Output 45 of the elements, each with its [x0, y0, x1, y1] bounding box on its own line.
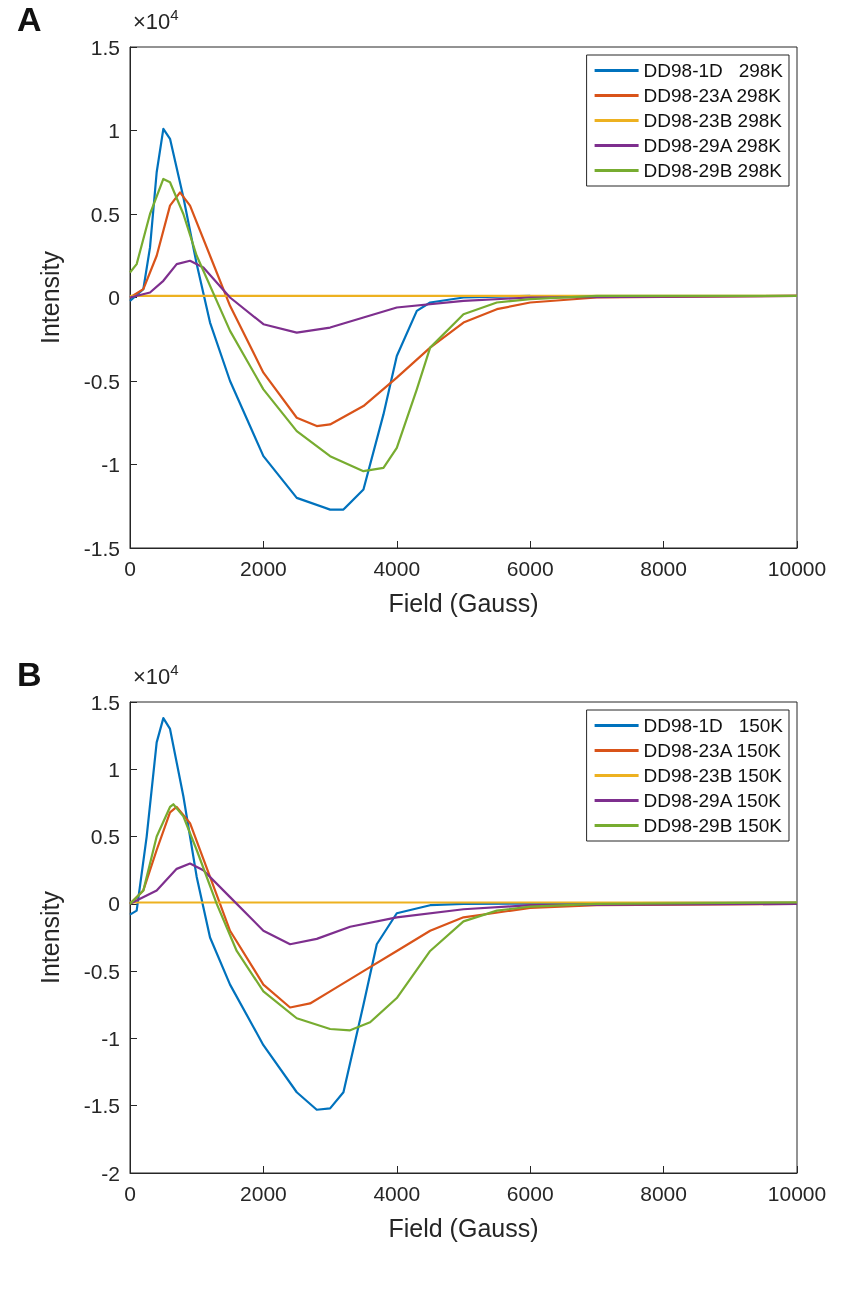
x-tick-label: 10000 [767, 557, 827, 580]
legend-label: DD98-29B 150K [643, 815, 783, 836]
y-tick-label: -1 [101, 453, 120, 476]
y-tick-label: 0.5 [90, 825, 120, 849]
y-tick-label: -0.5 [83, 959, 120, 983]
x-tick-label: 6000 [506, 1182, 554, 1205]
y-tick-label: -2 [101, 1161, 120, 1185]
x-tick-label: 0 [124, 557, 136, 580]
x-axis-title: Field (Gauss) [388, 1213, 539, 1242]
y-tick-label: -1.5 [83, 1094, 120, 1118]
x-tick-label: 0 [124, 1182, 136, 1205]
x-tick-label: 6000 [506, 557, 554, 580]
chart-title: A [17, 0, 42, 38]
y-tick-label: 0 [108, 892, 120, 916]
legend-label: DD98-1D 150K [643, 715, 784, 736]
x-tick-label: 4000 [373, 1182, 421, 1205]
y-tick-label: 1 [108, 757, 120, 781]
y-tick-label: 0 [108, 286, 120, 309]
x-tick-label: 2000 [240, 1182, 287, 1205]
legend-label: DD98-23B 150K [643, 765, 783, 786]
legend-label: DD98-29A 298K [643, 135, 782, 156]
y-tick-label: 0.5 [90, 202, 120, 226]
line-series [128, 862, 799, 946]
chart-title: B [17, 655, 42, 693]
legend-label: DD98-23B 298K [643, 110, 783, 131]
legend-label: DD98-29B 298K [643, 160, 783, 181]
x-tick-label: 2000 [240, 557, 287, 580]
legend-label: DD98-1D 298K [643, 60, 784, 81]
line-series [128, 177, 799, 473]
x-tick-label: 10000 [767, 1182, 827, 1205]
y-tick-label: 1.5 [90, 690, 120, 714]
y-tick-label: 1 [108, 119, 120, 142]
x-axis-title: Field (Gauss) [388, 588, 539, 617]
x-tick-label: 8000 [640, 1182, 687, 1205]
x-tick-label: 8000 [640, 557, 687, 580]
y-axis-title: Intensity [35, 890, 64, 985]
y-tick-label: 1.5 [90, 35, 120, 59]
legend-label: DD98-29A 150K [643, 790, 782, 811]
y-tick-label: -1.5 [83, 536, 120, 560]
y-tick-label: -1 [101, 1026, 120, 1050]
y-axis-title: Intensity [35, 250, 64, 345]
x-tick-label: 4000 [373, 557, 421, 580]
legend-label: DD98-23A 298K [643, 85, 782, 106]
legend-label: DD98-23A 150K [643, 740, 782, 761]
y-tick-label: -0.5 [83, 369, 120, 393]
